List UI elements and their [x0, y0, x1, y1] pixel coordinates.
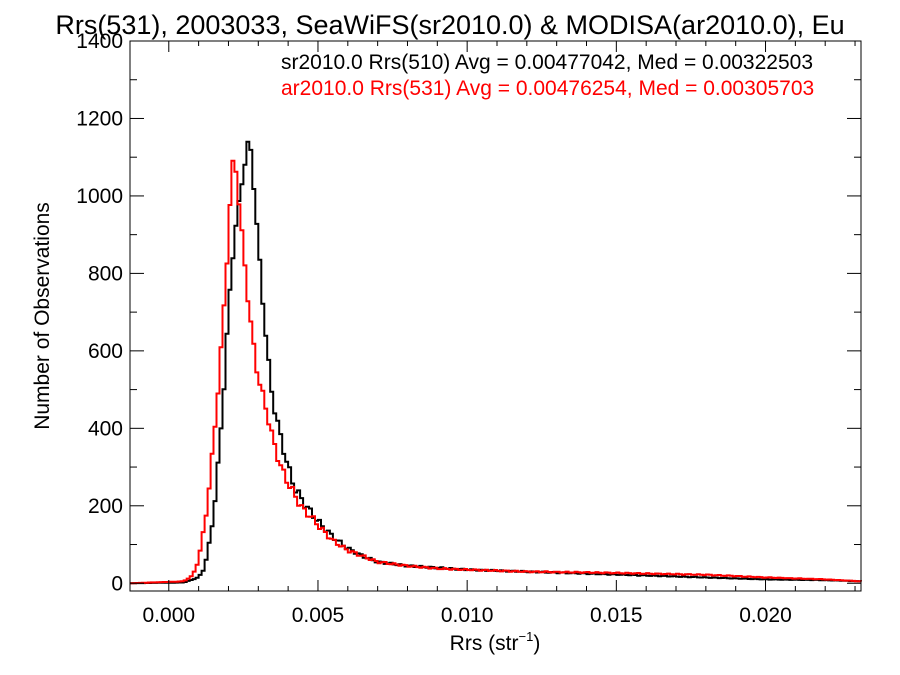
- x-axis-label: Rrs (str−1): [450, 629, 541, 655]
- y-axis-label: Number of Observations: [31, 202, 54, 430]
- annotation-series-1: sr2010.0 Rrs(510) Avg = 0.00477042, Med …: [281, 51, 813, 74]
- y-tick-label: 800: [88, 262, 123, 285]
- ticks-layer: 0.000 0.005 0.010 0.015 0.020 0 200 400 600 800 10…: [76, 30, 861, 627]
- y-tick-label: 1000: [76, 185, 123, 208]
- plot-frame: [129, 40, 862, 592]
- series-layer: [130, 140, 862, 585]
- series-line-2: [130, 159, 862, 585]
- annotation-series-2: ar2010.0 Rrs(531) Avg = 0.00476254, Med …: [281, 77, 814, 100]
- x-tick-label: 0.010: [441, 604, 494, 627]
- x-tick-label: 0.005: [292, 604, 345, 627]
- x-tick-label: 0.020: [739, 604, 792, 627]
- y-tick-label: 1200: [76, 107, 123, 130]
- x-tick-label: 0.000: [143, 604, 196, 627]
- y-tick-label: 0: [111, 572, 123, 595]
- x-axis-label-close: ): [533, 632, 540, 655]
- plot-area: 0.000 0.005 0.010 0.015 0.020 0 200 400 600 800 10…: [76, 30, 862, 627]
- y-tick-label: 200: [88, 495, 123, 518]
- y-tick-label: 1400: [76, 30, 123, 53]
- y-tick-label: 400: [88, 417, 123, 440]
- chart-title: Rrs(531), 2003033, SeaWiFS(sr2010.0) & M…: [55, 10, 844, 40]
- x-axis-label-superscript: −1: [519, 629, 534, 644]
- y-tick-label: 600: [88, 340, 123, 363]
- x-axis-label-main: Rrs (str: [450, 632, 519, 655]
- x-tick-label: 0.015: [590, 604, 643, 627]
